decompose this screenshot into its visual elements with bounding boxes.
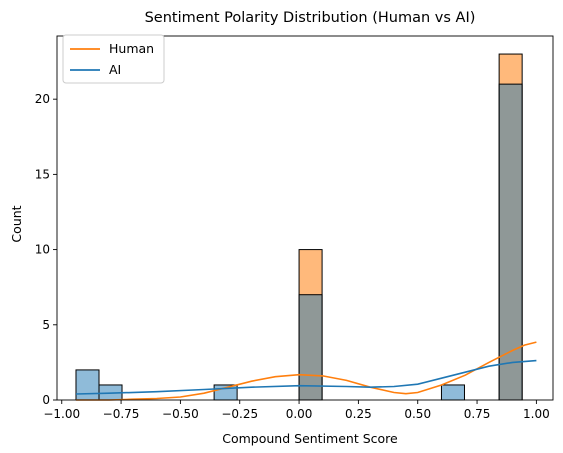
x-tick-label-8: 1.00 — [523, 407, 550, 421]
bar-ai-4 — [440, 384, 465, 401]
bar-ai-0 — [75, 369, 100, 401]
x-tick-label-2: −0.50 — [162, 407, 199, 421]
bar-ai-5 — [498, 83, 523, 401]
x-tick-label-4: 0.00 — [286, 407, 313, 421]
x-tick-label-5: 0.25 — [345, 407, 372, 421]
y-tick-label-2: 10 — [35, 243, 50, 257]
axes-frame — [56, 35, 554, 401]
kde-line-ai — [75, 359, 537, 395]
legend-label-ai: AI — [109, 62, 121, 77]
legend: Human AI — [62, 34, 165, 84]
x-tick-label-3: −0.25 — [221, 407, 258, 421]
x-tick-label-7: 0.75 — [464, 407, 491, 421]
chart-title: Sentiment Polarity Distribution (Human v… — [145, 10, 476, 26]
x-tick-label-6: 0.50 — [404, 407, 431, 421]
y-axis: 0 5 10 15 20 — [35, 92, 57, 407]
y-tick-label-1: 5 — [42, 318, 50, 332]
plot-area — [56, 35, 554, 401]
x-axis: −1.00 −0.75 −0.50 −0.25 0.00 0.25 0.50 0.75 1.00 — [43, 400, 550, 421]
x-axis-label: Compound Sentiment Score — [222, 431, 398, 446]
y-tick-label-3: 15 — [35, 167, 50, 181]
y-axis-label: Count — [9, 205, 24, 242]
x-tick-label-1: −0.75 — [103, 407, 140, 421]
y-tick-label-4: 20 — [35, 92, 50, 106]
legend-frame — [62, 34, 165, 84]
y-tick-label-0: 0 — [42, 393, 50, 407]
bar-ai-3 — [298, 294, 323, 401]
x-tick-label-0: −1.00 — [43, 407, 80, 421]
legend-label-human: Human — [109, 41, 154, 56]
